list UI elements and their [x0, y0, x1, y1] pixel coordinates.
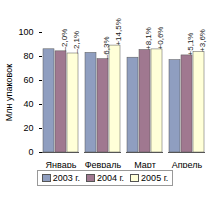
svg-text:100: 100	[18, 27, 33, 37]
svg-text:Млн упаковок: Млн упаковок	[4, 64, 14, 121]
svg-text:20: 20	[23, 123, 33, 133]
svg-text:Январь: Январь	[46, 160, 77, 168]
html-text:2004 г.: 2004 г.	[96, 173, 125, 183]
svg-text:–6,3%: –6,3%	[102, 36, 111, 59]
svg-text:60: 60	[23, 75, 33, 85]
svg-text:+5,1%: +5,1%	[186, 33, 195, 56]
svg-text:+14,5%: +14,5%	[114, 18, 123, 45]
html-text:2003 г.: 2003 г.	[52, 173, 80, 183]
svg-text:0: 0	[28, 147, 33, 157]
svg-text:+0,6%: +0,6%	[156, 27, 165, 50]
svg-text:–2,1%: –2,1%	[72, 31, 81, 54]
svg-text:+3,6%: +3,6%	[198, 29, 207, 52]
svg-text:Апрель: Апрель	[172, 160, 203, 168]
svg-text:80: 80	[23, 51, 33, 61]
svg-text:+8,1%: +8,1%	[144, 27, 153, 50]
html-text:2005 г.: 2005 г.	[141, 173, 169, 183]
svg-text:Март: Март	[134, 160, 156, 168]
svg-text:40: 40	[23, 99, 33, 109]
svg-text:–2,0%: –2,0%	[60, 29, 69, 52]
svg-text:Февраль: Февраль	[85, 160, 122, 168]
